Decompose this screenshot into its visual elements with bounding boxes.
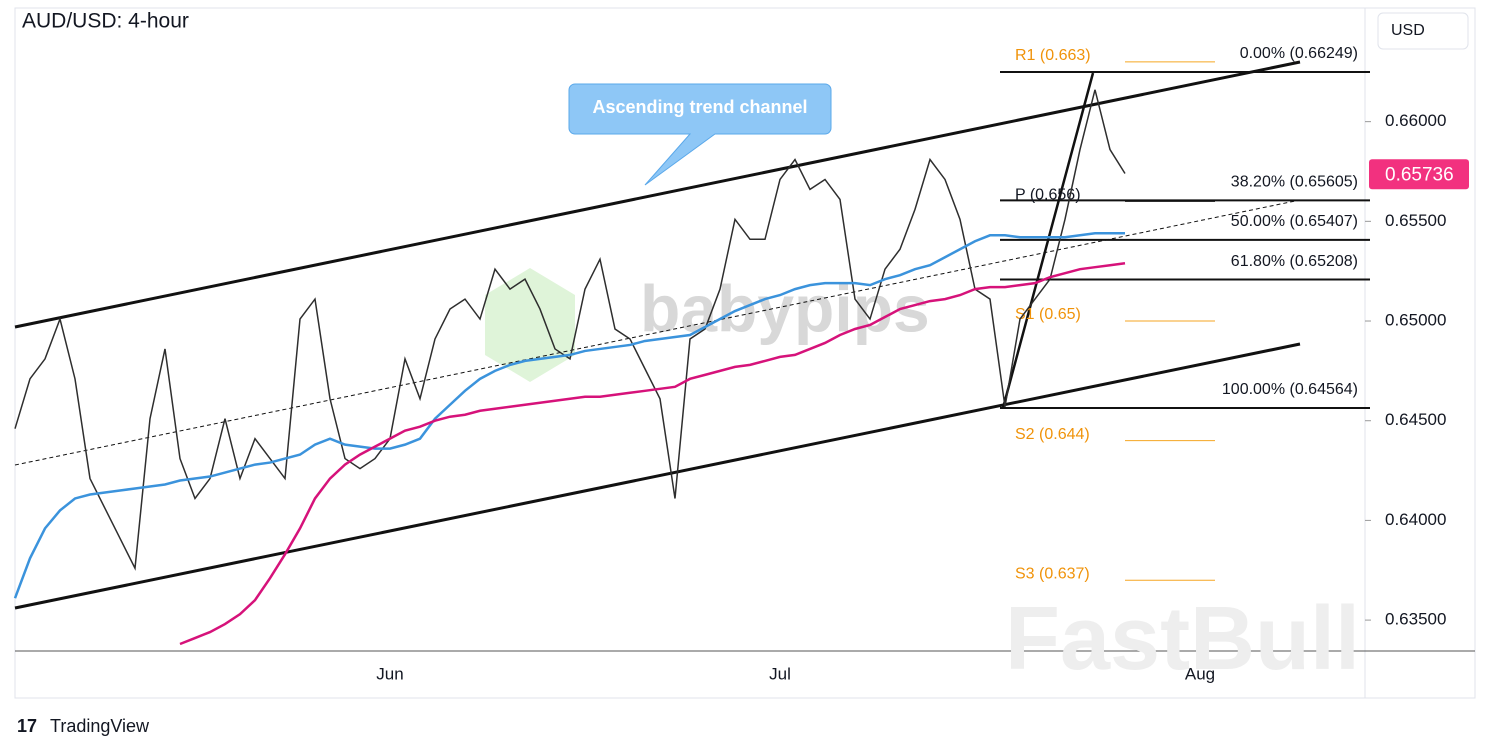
callout-label: Ascending trend channel — [592, 97, 807, 117]
x-tick-label: Jun — [376, 664, 403, 683]
channel-line — [14, 199, 1301, 466]
last-price-label: 0.65736 — [1385, 164, 1454, 185]
y-tick-label: 0.66000 — [1385, 111, 1446, 130]
fib-label: 61.80% (0.65208) — [1231, 253, 1358, 270]
brand-logo: 17 — [17, 716, 37, 736]
channel-line — [14, 342, 1301, 610]
series-line — [13, 232, 1125, 599]
fib-label: 38.20% (0.65605) — [1231, 174, 1358, 191]
watermark: FastBull — [1005, 589, 1360, 689]
fib-label: 50.00% (0.65407) — [1231, 213, 1358, 230]
pivot-label: S2 (0.644) — [1015, 426, 1090, 443]
brand: TradingView — [50, 716, 150, 736]
watermark: babypips — [640, 271, 930, 345]
frame — [14, 7, 1476, 699]
chart-title: AUD/USD: 4-hour — [22, 10, 189, 33]
series-line — [179, 261, 1126, 646]
pivot-label: S3 (0.637) — [1015, 565, 1090, 582]
y-tick-label: 0.63500 — [1385, 610, 1446, 629]
pivot-label: S1 (0.65) — [1015, 306, 1081, 323]
pivot-label: R1 (0.663) — [1015, 47, 1091, 64]
series-line — [14, 89, 1126, 571]
y-tick-label: 0.64000 — [1385, 510, 1446, 529]
y-tick-label: 0.65500 — [1385, 211, 1446, 230]
y-tick-label: 0.65000 — [1385, 311, 1446, 330]
x-tick-label: Jul — [769, 664, 791, 683]
y-tick-label: 0.64500 — [1385, 410, 1446, 429]
callout — [568, 83, 832, 186]
watermark-logo — [485, 268, 575, 382]
fib-label: 0.00% (0.66249) — [1240, 45, 1358, 62]
x-tick-label: Aug — [1185, 664, 1215, 683]
channel-line — [14, 60, 1301, 329]
currency-label: USD — [1391, 22, 1425, 39]
pivot-label: P (0.656) — [1015, 187, 1081, 204]
currency-button[interactable] — [1377, 12, 1469, 50]
fib-label: 100.00% (0.64564) — [1222, 381, 1358, 398]
last-price-tag — [1369, 159, 1469, 190]
